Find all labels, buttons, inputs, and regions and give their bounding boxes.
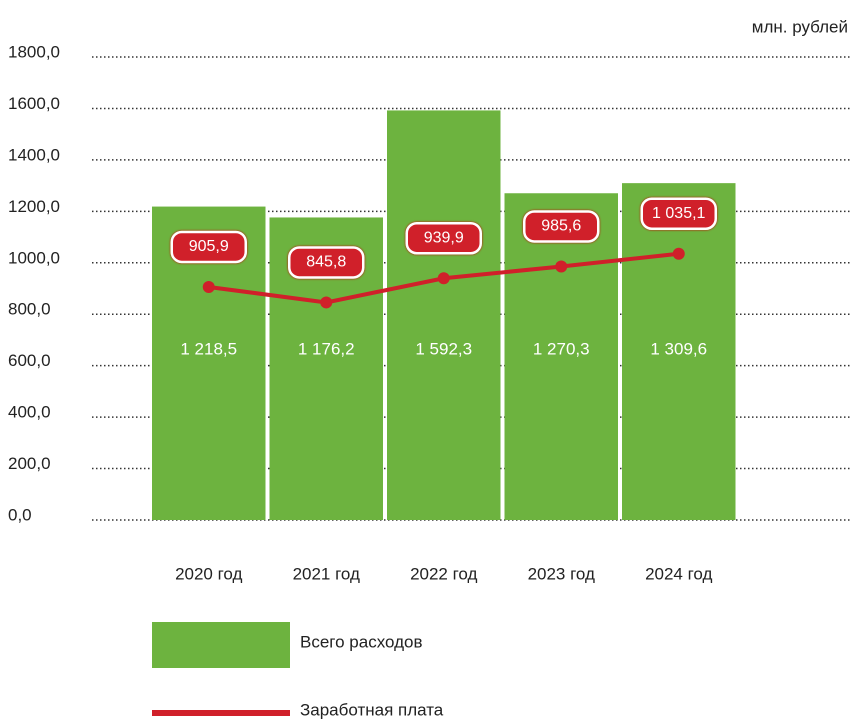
y-tick-label: 1000,0 [8,248,60,267]
x-tick-label: 2020 год [175,564,242,583]
line-value-label: 1 035,1 [652,205,705,222]
y-tick-label: 1600,0 [8,94,60,113]
legend-label: Заработная плата [300,700,444,719]
y-tick-label: 1400,0 [8,145,60,164]
bar [504,193,618,520]
bar [622,183,736,520]
line-point [555,260,568,273]
y-tick-label: 1200,0 [8,197,60,216]
value-label-box [523,210,600,243]
line-value-label: 939,9 [424,229,464,246]
bar-value-label: 1 592,3 [415,339,472,358]
y-tick-label: 800,0 [8,300,51,319]
legend-swatch [152,622,290,668]
x-tick-label: 2021 год [293,564,360,583]
y-tick-label: 0,0 [8,505,32,524]
line-point [202,280,215,293]
line-value-label: 985,6 [541,218,581,235]
value-label-box [640,197,717,230]
y-tick-label: 200,0 [8,454,51,473]
bar-value-label: 1 176,2 [298,339,355,358]
bar [387,110,501,521]
value-label-box [288,246,365,279]
y-axis-unit: млн. рублей [752,17,848,36]
y-tick-label: 600,0 [8,351,51,370]
bar-value-label: 1 270,3 [533,339,590,358]
y-tick-label: 400,0 [8,403,51,422]
value-label-box [405,221,482,255]
bar-value-label: 1 309,6 [650,339,707,358]
y-tick-label: 1800,0 [8,42,60,61]
x-tick-label: 2023 год [528,564,595,583]
bar-value-label: 1 218,5 [180,339,237,358]
value-label-box [170,230,247,264]
x-tick-label: 2024 год [645,564,712,583]
line-value-label: 905,9 [189,238,229,255]
line-point [437,272,450,285]
legend-label: Всего расходов [300,632,423,651]
line-point [320,296,333,309]
line-value-label: 845,8 [306,254,346,271]
line-point [672,247,685,260]
x-tick-label: 2022 год [410,564,477,583]
